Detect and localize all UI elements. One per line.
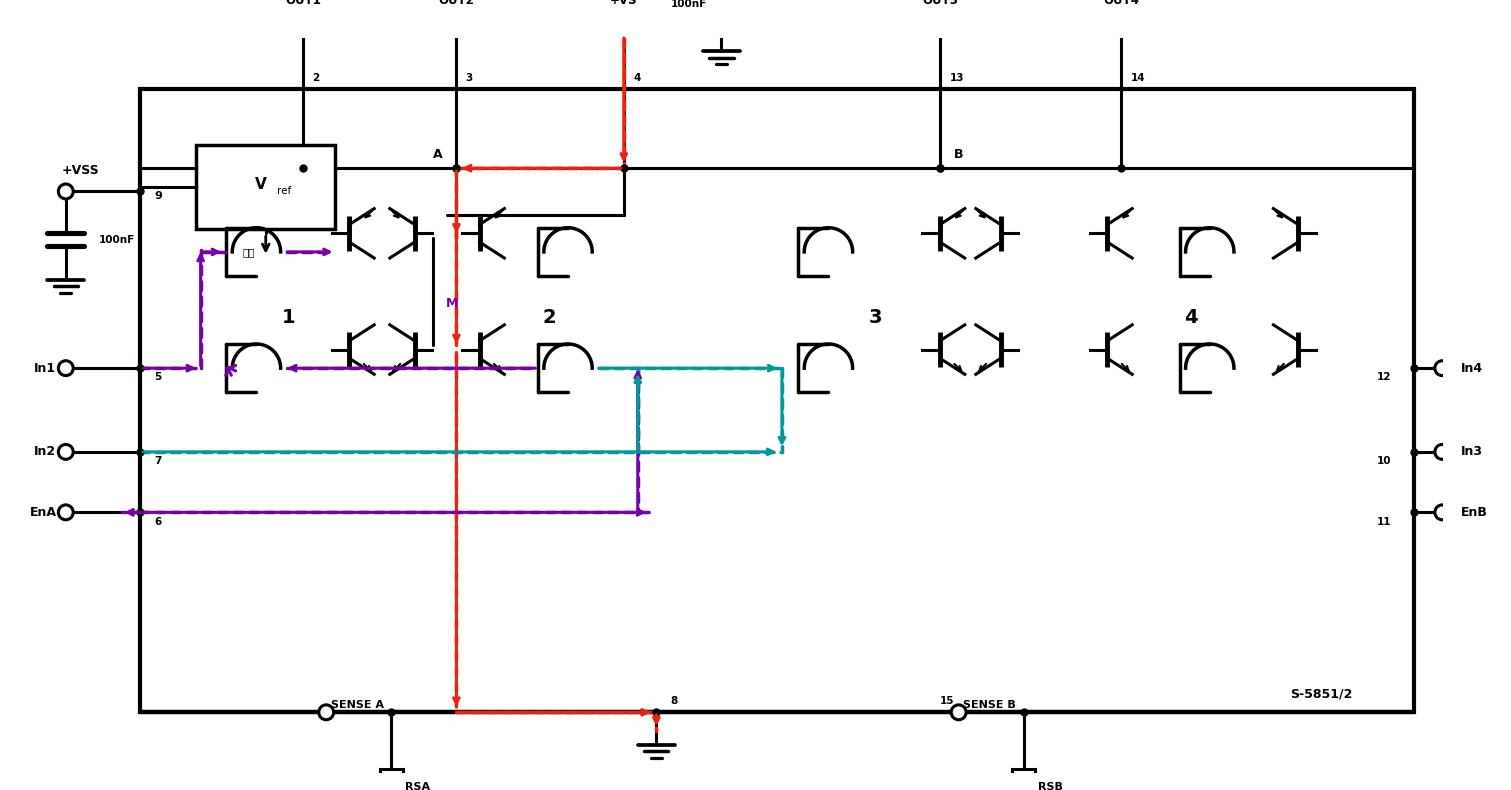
Text: 5: 5 [154,372,162,382]
Circle shape [1435,361,1449,375]
Bar [1012,769,1035,790]
Text: 1: 1 [283,307,296,326]
Text: 8: 8 [671,696,677,706]
Bar [379,769,403,790]
Text: 2: 2 [542,307,556,326]
Text: 4: 4 [633,73,641,83]
Circle shape [952,705,966,720]
Text: 15: 15 [940,696,955,706]
Text: +VS: +VS [610,0,638,7]
Text: B: B [953,148,964,160]
Text: 3: 3 [869,307,882,326]
Text: 13: 13 [949,73,964,83]
Text: In1: In1 [35,362,56,374]
Circle shape [449,12,464,27]
Bar [141,89,1414,713]
Text: SENSE A: SENSE A [331,700,384,710]
Text: EnA: EnA [30,506,56,519]
Text: 3: 3 [465,73,473,83]
Text: OUT3: OUT3 [922,0,958,7]
Circle shape [1114,12,1129,27]
Text: S-5851/2: S-5851/2 [1290,687,1352,700]
Text: 7: 7 [154,456,162,466]
Text: RSB: RSB [1038,782,1062,790]
Text: M: M [446,296,458,310]
Text: In4: In4 [1461,362,1482,374]
Text: A: A [434,148,443,160]
Bar [196,145,335,228]
Text: 14: 14 [1130,73,1145,83]
Circle shape [616,12,632,27]
Text: V: V [255,176,267,191]
Text: 11: 11 [1377,517,1392,527]
Text: 6: 6 [154,517,162,527]
Text: 9: 9 [154,191,162,201]
Text: SENSE B: SENSE B [964,700,1015,710]
Circle shape [1435,445,1449,459]
Text: 与门: 与门 [243,247,255,257]
Text: OUT4: OUT4 [1103,0,1139,7]
Circle shape [59,184,73,199]
Text: +VSS: +VSS [60,164,98,178]
Circle shape [296,12,310,27]
Text: OUT1: OUT1 [286,0,320,7]
Circle shape [1435,505,1449,520]
Text: ref: ref [277,186,292,197]
Text: 4: 4 [1185,307,1198,326]
Circle shape [59,361,73,375]
Circle shape [319,705,334,720]
Text: In2: In2 [35,446,56,458]
Text: In3: In3 [1461,446,1482,458]
Text: 10: 10 [1377,456,1392,466]
Text: 100nF: 100nF [671,0,707,9]
Text: EnB: EnB [1461,506,1488,519]
Text: OUT2: OUT2 [438,0,474,7]
Text: RSA: RSA [405,782,431,790]
Text: 2: 2 [313,73,319,83]
Circle shape [59,505,73,520]
Circle shape [932,12,947,27]
Text: 12: 12 [1377,372,1392,382]
Text: 100nF: 100nF [98,235,134,245]
Circle shape [59,445,73,459]
